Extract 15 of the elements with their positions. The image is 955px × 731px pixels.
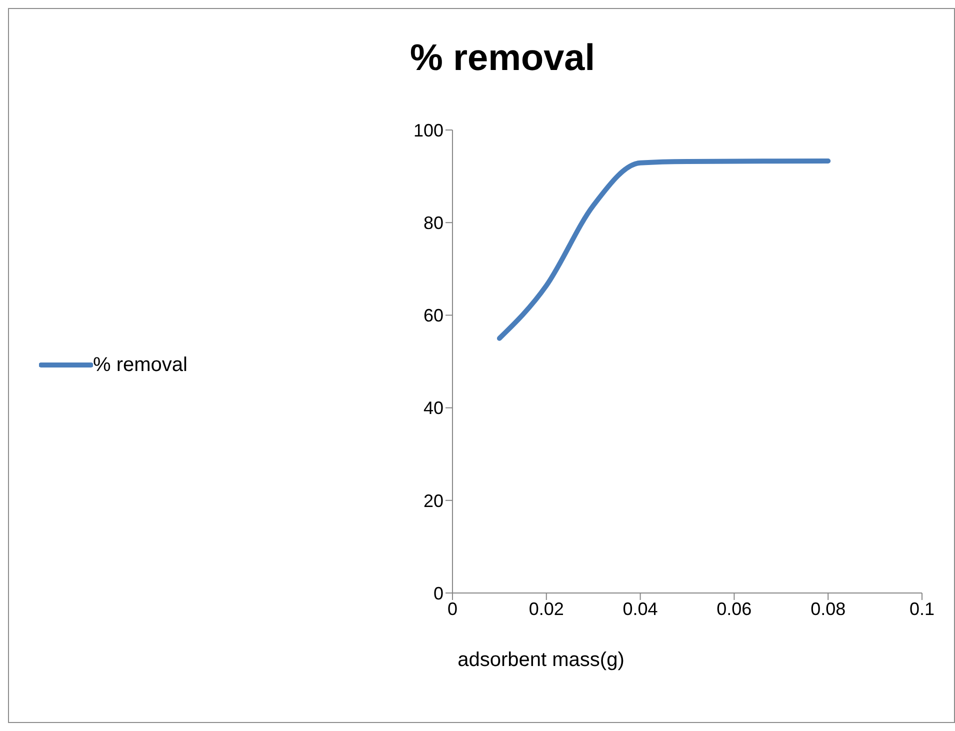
y-tick-label: 20 — [423, 490, 444, 511]
x-tick-label: 0.02 — [528, 598, 564, 619]
y-tick-label: 0 — [433, 583, 444, 604]
x-tick-label: 0.08 — [810, 598, 846, 619]
legend-label: % removal — [93, 354, 188, 376]
x-axis-title: adsorbent mass(g) — [456, 649, 626, 672]
x-tick-label: 0.04 — [622, 598, 658, 619]
y-tick-label: 80 — [423, 212, 444, 233]
chart-title: % removal — [408, 37, 596, 79]
x-tick-label: 0.1 — [909, 598, 935, 619]
x-tick-label: 0 — [447, 598, 458, 619]
y-tick-label: 40 — [423, 398, 444, 418]
x-tick-label: 0.06 — [716, 598, 752, 619]
y-tick-label: 100 — [413, 120, 444, 140]
y-tick-label: 60 — [423, 306, 444, 326]
